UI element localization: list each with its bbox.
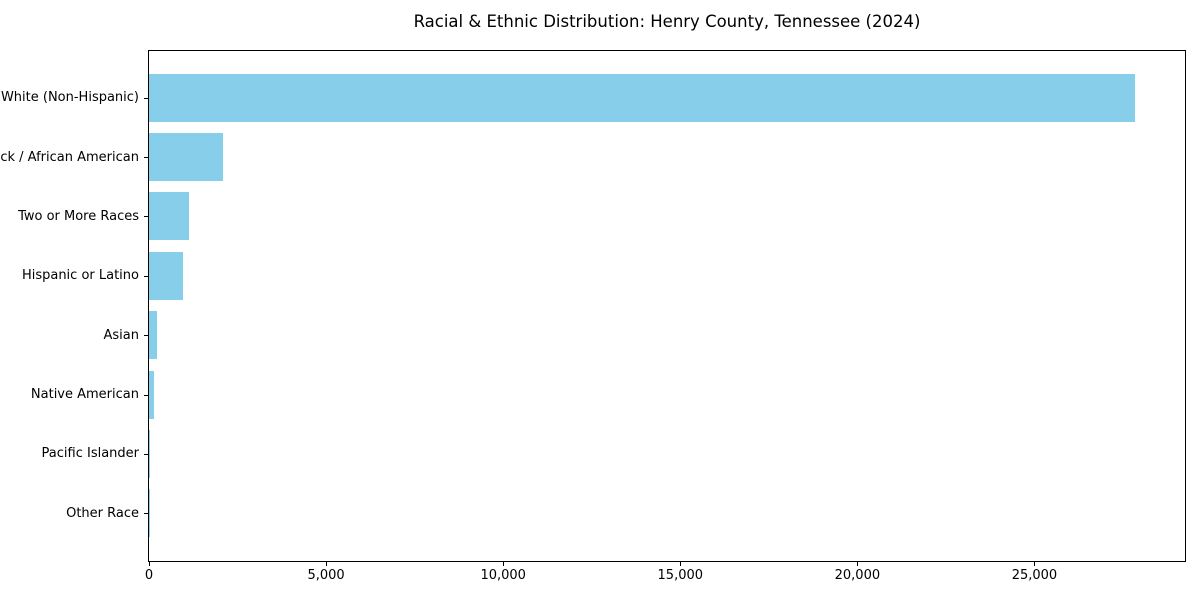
- y-tick-mark: [144, 335, 148, 337]
- bar-row-white-non-hispanic: White (Non-Hispanic): [1, 68, 1185, 127]
- x-tick-mark: [856, 562, 858, 566]
- x-tick-label: 15,000: [657, 568, 704, 583]
- x-tick-mark: [148, 562, 150, 566]
- bar-white-non-hispanic: [149, 73, 1136, 122]
- bar-asian: [149, 311, 157, 360]
- y-axis-label: Other Race: [66, 505, 139, 521]
- chart-title: Racial & Ethnic Distribution: Henry Coun…: [413, 12, 921, 31]
- x-tick-label: 25,000: [1011, 568, 1058, 583]
- x-tick-label: 20,000: [834, 568, 881, 583]
- x-tick-label: 10,000: [480, 568, 526, 583]
- bar-row-hispanic-or-latino: Hispanic or Latino: [22, 246, 1185, 305]
- y-axis-label: Hispanic or Latino: [21, 268, 139, 284]
- y-axis-label: Asian: [103, 327, 139, 343]
- x-tick-label: 5,000: [307, 568, 345, 583]
- bar-row-two-or-more-races: Two or More Races: [18, 187, 1185, 246]
- y-tick-mark: [144, 513, 148, 515]
- x-tick-mark: [502, 562, 504, 566]
- bar-native-american: [149, 370, 154, 419]
- y-tick-mark: [144, 157, 148, 159]
- y-axis-label: Native American: [30, 387, 139, 403]
- y-tick-mark: [144, 453, 148, 455]
- bar-row-native-american: Native American: [31, 365, 1185, 424]
- bar-pacific-islander: [149, 429, 150, 478]
- y-tick-mark: [144, 394, 148, 396]
- bar-two-or-more-races: [149, 192, 189, 241]
- x-tick-mark: [1033, 562, 1035, 566]
- plot-area: White (Non-Hispanic) Black / African Amer…: [0, 50, 1186, 583]
- y-axis-label: Black / African American: [0, 149, 139, 165]
- bar-black-african-american: [149, 133, 224, 182]
- y-axis-label: Pacific Islander: [41, 446, 139, 462]
- bar-row-pacific-islander: Pacific Islander: [42, 424, 1185, 483]
- y-axis-label: Two or More Races: [18, 208, 139, 224]
- x-tick-mark: [325, 562, 327, 566]
- y-tick-mark: [144, 216, 148, 218]
- y-tick-mark: [144, 275, 148, 277]
- y-tick-mark: [144, 97, 148, 99]
- x-tick-label: 0: [144, 568, 154, 583]
- x-tick-mark: [679, 562, 681, 566]
- bar-hispanic-or-latino: [149, 251, 183, 300]
- y-axis-rows: White (Non-Hispanic) Black / African Amer…: [0, 51, 1185, 561]
- bar-row-asian: Asian: [104, 306, 1185, 365]
- bar-row-other-race: Other Race: [66, 484, 1185, 543]
- bar-row-black-african-american: Black / African American: [0, 127, 1185, 186]
- y-axis-label: White (Non-Hispanic): [0, 90, 139, 106]
